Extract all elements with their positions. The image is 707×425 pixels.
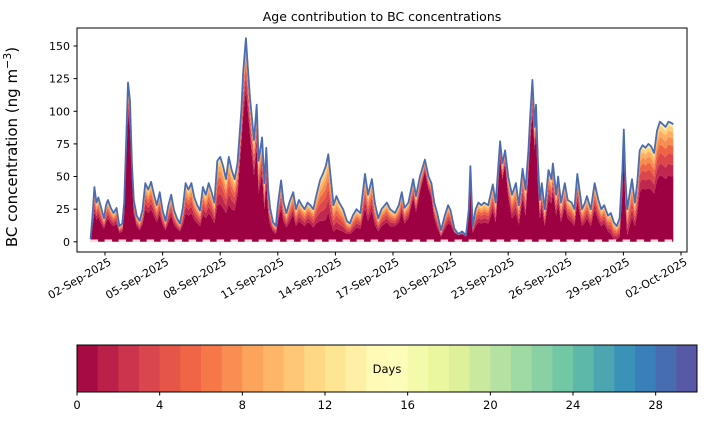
colorbar-segment — [490, 345, 512, 392]
colorbar-segment — [593, 345, 615, 392]
colorbar-segment — [469, 345, 491, 392]
y-tick-label: 150 — [49, 40, 70, 53]
colorbar-segment — [655, 345, 677, 392]
colorbar-segment — [366, 345, 388, 392]
colorbar-segment — [449, 345, 471, 392]
colorbar-segment — [387, 345, 409, 392]
chart-title: Age contribution to BC concentrations — [263, 9, 502, 24]
colorbar-tick-label: 24 — [566, 398, 581, 412]
colorbar-tick-label: 0 — [73, 398, 80, 412]
colorbar-segment — [531, 345, 553, 392]
colorbar-tick-label: 12 — [318, 398, 333, 412]
x-tick-label: 02-Sep-2025 — [46, 255, 114, 302]
colorbar-tick-label: 20 — [483, 398, 498, 412]
colorbar-segment — [159, 345, 181, 392]
colorbar-segment — [325, 345, 347, 392]
stacked-age-area — [89, 37, 674, 243]
x-tick-label: 05-Sep-2025 — [103, 255, 171, 302]
x-tick-label: 11-Sep-2025 — [219, 255, 287, 302]
colorbar-segment — [118, 345, 140, 392]
y-tick-label: 100 — [49, 105, 70, 118]
colorbar-segment — [77, 345, 99, 392]
colorbar-segment — [263, 345, 285, 392]
x-tick-label: 02-Oct-2025 — [623, 255, 689, 301]
colorbar-label: Days — [373, 362, 402, 376]
y-axis-label: BC concentration (ng m−3) — [1, 47, 21, 247]
colorbar-segment — [614, 345, 636, 392]
x-tick-label: 08-Sep-2025 — [161, 255, 229, 302]
colorbar-segment — [428, 345, 450, 392]
age-band-0 — [90, 89, 674, 242]
colorbar-segment — [97, 345, 119, 392]
colorbar-segment — [552, 345, 574, 392]
colorbar-tick-label: 8 — [239, 398, 246, 412]
y-tick-label: 50 — [56, 171, 70, 184]
x-tick-label: 23-Sep-2025 — [449, 255, 517, 302]
total-bc-line — [89, 37, 674, 240]
y-tick-label: 0 — [63, 236, 70, 249]
colorbar-segment — [407, 345, 429, 392]
colorbar: 0 4 8 12 16 20 24 28 — [73, 344, 698, 412]
colorbar-segment — [511, 345, 533, 392]
age-band-1 — [90, 77, 674, 241]
colorbar-segment — [304, 345, 326, 392]
colorbar-segment — [345, 345, 367, 392]
colorbar-tick-label: 4 — [156, 398, 163, 412]
y-tick-label: 25 — [56, 203, 70, 216]
x-tick-label: 17-Sep-2025 — [334, 255, 402, 302]
colorbar-segment — [139, 345, 161, 392]
colorbar-segment — [676, 345, 698, 392]
colorbar-tick-label: 16 — [400, 398, 415, 412]
x-tick-label: 20-Sep-2025 — [391, 255, 459, 302]
colorbar-segment — [180, 345, 202, 392]
colorbar-tick-label: 28 — [648, 398, 663, 412]
colorbar-segment — [221, 345, 243, 392]
y-tick-label: 75 — [56, 138, 70, 151]
axes: 0 25 50 75 100 125 150 02-Sep-202505-Sep-202508… — [46, 27, 690, 302]
colorbar-segment — [635, 345, 657, 392]
colorbar-segment — [242, 345, 264, 392]
colorbar-segment — [573, 345, 595, 392]
colorbar-border — [76, 344, 698, 393]
x-tick-label: 26-Sep-2025 — [507, 255, 575, 302]
x-tick-label: 14-Sep-2025 — [276, 255, 344, 302]
y-tick-label: 125 — [49, 73, 70, 86]
colorbar-segment — [283, 345, 305, 392]
x-tick-label: 29-Sep-2025 — [564, 255, 632, 302]
plot-border — [76, 27, 688, 253]
colorbar-segment — [201, 345, 223, 392]
